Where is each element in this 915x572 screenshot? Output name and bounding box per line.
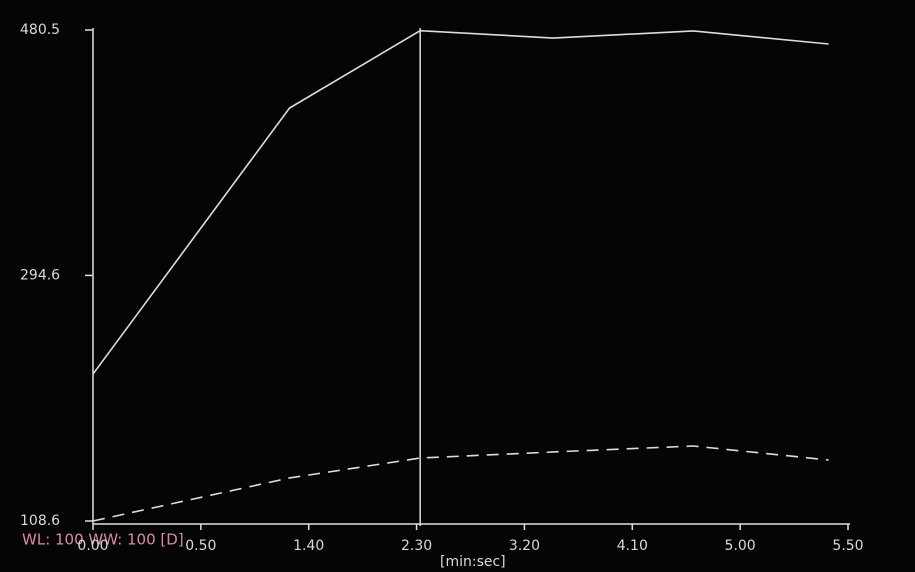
x-axis-label: [min:sec] bbox=[440, 554, 506, 570]
x-tick-label: 5.50 bbox=[832, 538, 863, 554]
x-tick-label: 4.10 bbox=[617, 538, 648, 554]
x-tick-label: 0.00 bbox=[77, 538, 108, 554]
series-line bbox=[92, 29, 829, 375]
x-tick-label: 0.50 bbox=[185, 538, 216, 554]
series-line bbox=[92, 445, 829, 522]
x-tick-label: 1.40 bbox=[293, 538, 324, 554]
window-level-annotation: WL: 100 WW: 100 [D] bbox=[22, 531, 184, 549]
y-tick-label: 480.5 bbox=[20, 22, 60, 38]
x-tick-label: 5.00 bbox=[725, 538, 756, 554]
x-tick-label: 3.20 bbox=[509, 538, 540, 554]
y-tick-label: 294.6 bbox=[20, 267, 60, 283]
x-tick-label: 2.30 bbox=[401, 538, 432, 554]
y-tick-label: 108.6 bbox=[20, 513, 60, 529]
